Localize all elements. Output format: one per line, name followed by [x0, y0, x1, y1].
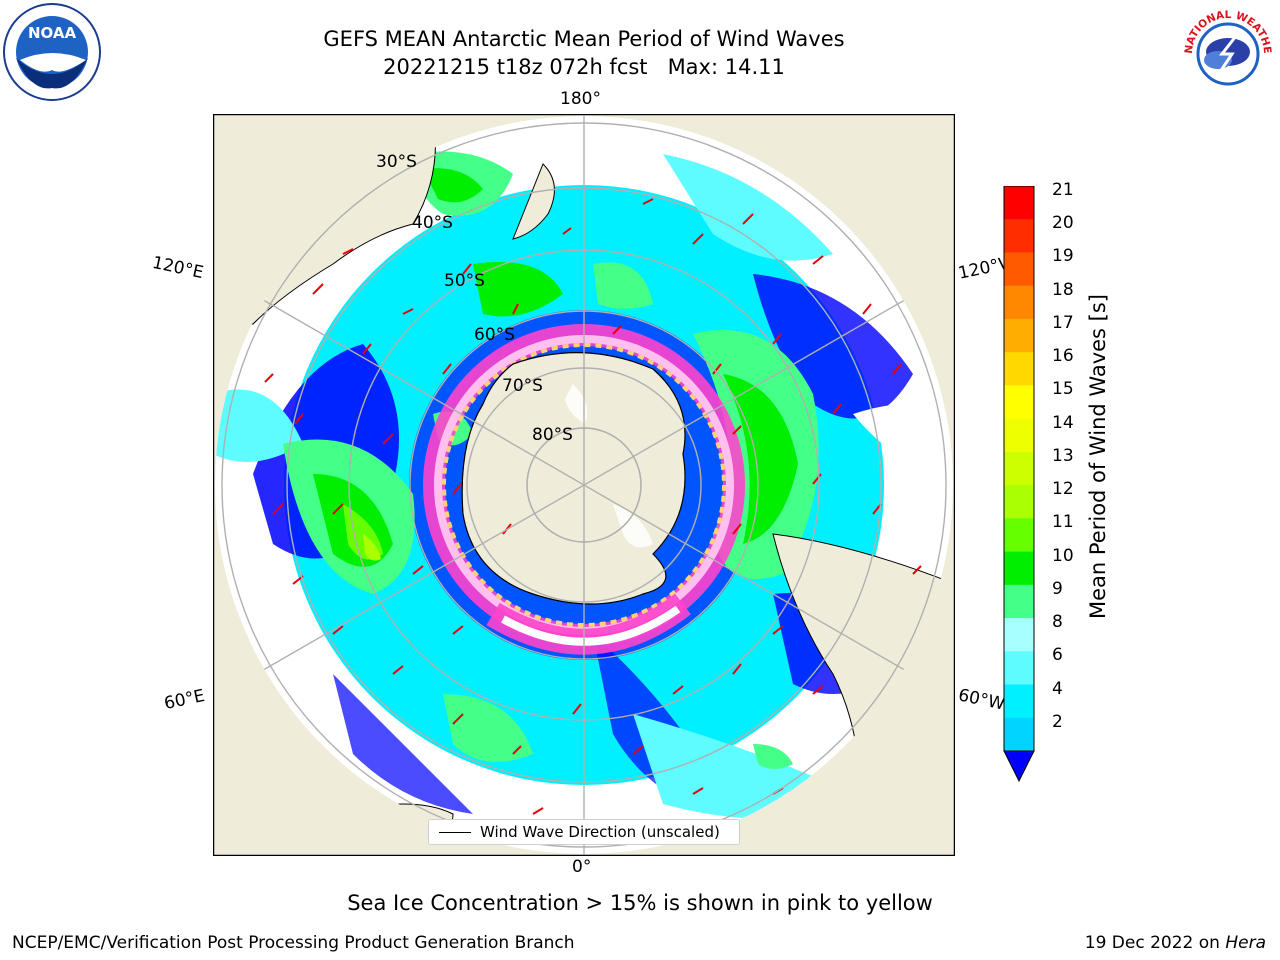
colorbar-segment — [1004, 651, 1034, 686]
wind-direction-arrows — [264, 198, 922, 815]
colorbar-svg — [1003, 185, 1035, 783]
colorbar-tick-label: 19 — [1052, 246, 1074, 267]
colorbar-segment — [1004, 418, 1034, 453]
lat-label-50s: 50°S — [444, 271, 485, 291]
lon-label-top: 180° — [560, 89, 601, 109]
chart-title-line2: 20221215 t18z 072h fcst Max: 14.11 — [383, 55, 785, 79]
colorbar-tick-label: 20 — [1052, 213, 1074, 234]
colorbar-tick-label: 16 — [1052, 346, 1074, 367]
colorbar-ticks: 21 20 19 18 17 16 15 14 13 12 11 10 9 8 6 4 2 — [1050, 180, 1090, 770]
lat-label-70s: 70°S — [502, 376, 543, 396]
lon-label-bottom: 0° — [572, 857, 592, 877]
lat-label-80s: 80°S — [532, 425, 573, 445]
colorbar-tick-label: 6 — [1052, 645, 1063, 666]
colorbar-tick-label: 21 — [1052, 180, 1074, 200]
colorbar-segment — [1004, 485, 1034, 519]
wave-period-field — [215, 116, 953, 854]
colorbar-tick-label: 13 — [1052, 445, 1074, 466]
nws-logo: NATIONAL WEATHER SERVICE — [1174, 0, 1278, 102]
lat-label-40s: 40°S — [412, 213, 453, 233]
ice-note: Sea Ice Concentration > 15% is shown in … — [347, 891, 933, 915]
map-legend: Wind Wave Direction (unscaled) — [428, 819, 740, 845]
colorbar-frame — [1003, 185, 1035, 752]
colorbar-tick-label: 4 — [1052, 678, 1063, 699]
colorbar-tick-label: 9 — [1052, 578, 1063, 599]
colorbar-segment — [1004, 285, 1034, 320]
footer-date-text: 19 Dec 2022 on — [1084, 933, 1220, 953]
legend-line-swatch — [439, 831, 471, 833]
colorbar-segment — [1004, 551, 1034, 586]
noaa-logo: NOAA — [2, 2, 102, 102]
colorbar-segment — [1004, 717, 1034, 752]
chart-title-line1: GEFS MEAN Antarctic Mean Period of Wind … — [323, 27, 845, 51]
colorbar-tick-label: 12 — [1052, 479, 1074, 500]
lon-label-lower-right: 60°W — [956, 685, 1007, 715]
colorbar — [1000, 185, 1040, 786]
colorbar-segment — [1004, 352, 1034, 386]
colorbar-tick-label: 17 — [1052, 312, 1074, 333]
polar-map — [212, 113, 956, 857]
colorbar-segment — [1004, 684, 1034, 719]
legend-label: Wind Wave Direction (unscaled) — [480, 823, 720, 841]
map-frame — [212, 113, 956, 857]
colorbar-tick-label: 11 — [1052, 512, 1074, 533]
colorbar-tick-label: 15 — [1052, 379, 1074, 400]
noaa-logo-text: NOAA — [28, 24, 77, 42]
colorbar-segment — [1004, 618, 1034, 652]
colorbar-tick-label: 2 — [1052, 711, 1063, 732]
colorbar-tick-label: 14 — [1052, 412, 1074, 433]
colorbar-segment — [1004, 318, 1034, 353]
colorbar-segment — [1004, 186, 1034, 220]
footer-machine: Hera — [1225, 933, 1266, 953]
lon-label-upper-left: 120°E — [150, 252, 206, 284]
lat-label-30s: 30°S — [376, 152, 417, 172]
colorbar-tick-label: 10 — [1052, 545, 1074, 566]
gridlines — [215, 116, 953, 854]
colorbar-segment — [1004, 252, 1034, 287]
lat-label-60s: 60°S — [474, 325, 515, 345]
polar-map-svg — [212, 113, 956, 857]
colorbar-segment — [1004, 451, 1034, 486]
footer-credit: NCEP/EMC/Verification Post Processing Pr… — [12, 933, 575, 953]
colorbar-segment — [1004, 584, 1034, 619]
colorbar-segment — [1004, 385, 1034, 420]
footer-date: 19 Dec 2022 on Hera — [1085, 933, 1266, 953]
colorbar-label: Mean Period of Wind Waves [s] — [1086, 294, 1110, 619]
colorbar-tick-label: 8 — [1052, 612, 1063, 633]
lon-label-lower-left: 60°E — [162, 685, 207, 715]
colorbar-segment — [1004, 219, 1034, 253]
colorbar-extend-triangle — [1003, 750, 1035, 783]
colorbar-segment — [1004, 518, 1034, 553]
colorbar-tick-label: 18 — [1052, 279, 1074, 300]
